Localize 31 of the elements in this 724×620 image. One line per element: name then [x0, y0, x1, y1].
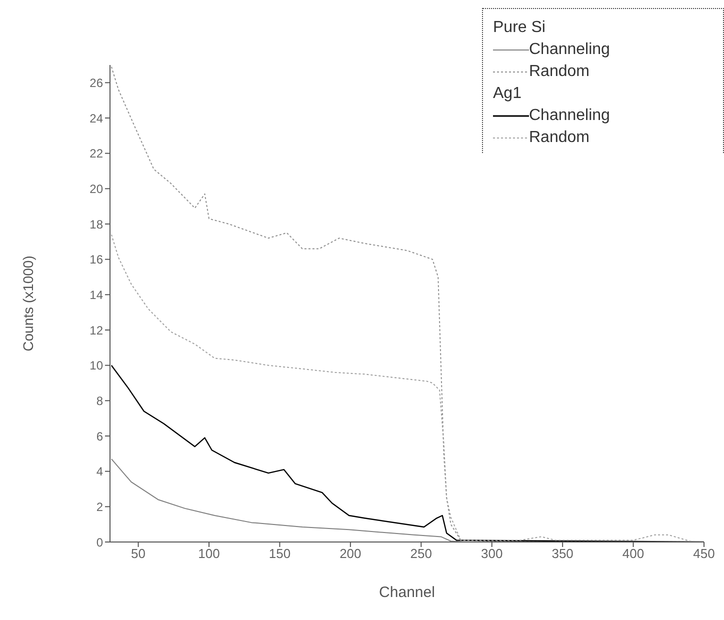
y-tick-label: 2: [96, 500, 104, 514]
x-tick-label: 350: [552, 546, 574, 562]
y-tick-label: 20: [90, 182, 104, 196]
x-axis-title: Channel: [379, 584, 435, 601]
y-tick-label: 26: [90, 76, 104, 90]
x-tick-label: 450: [693, 546, 715, 562]
x-tick-label: 100: [198, 546, 220, 562]
x-tick-label: 300: [481, 546, 503, 562]
x-tick-label: 150: [268, 546, 291, 562]
legend-label: Channeling: [529, 40, 610, 60]
legend-label: Random: [529, 62, 590, 82]
text: Pure Si: [493, 18, 546, 38]
y-tick-label: 24: [90, 111, 104, 126]
y-tick-label: 14: [90, 288, 104, 302]
y-tick-label: 18: [90, 217, 104, 232]
y-tick-label: 6: [96, 429, 104, 444]
y-tick-label: 8: [96, 394, 104, 408]
x-tick-label: 50: [131, 546, 146, 562]
y-tick-label: 22: [90, 146, 104, 161]
x-tick-label: 200: [340, 546, 362, 562]
legend-label: Random: [529, 128, 590, 148]
y-tick-label: 12: [90, 323, 104, 338]
y-tick-label: 0: [96, 535, 104, 550]
x-tick-label: 250: [410, 546, 432, 562]
x-tick-label: 400: [622, 546, 644, 562]
legend-label: Channeling: [529, 106, 610, 126]
annotation: Ag1: [493, 84, 522, 104]
y-tick-label: 4: [96, 464, 104, 479]
y-tick-label: 10: [90, 358, 104, 373]
y-tick-label: 16: [90, 252, 104, 267]
y-axis-title: Counts (x1000): [20, 256, 36, 352]
